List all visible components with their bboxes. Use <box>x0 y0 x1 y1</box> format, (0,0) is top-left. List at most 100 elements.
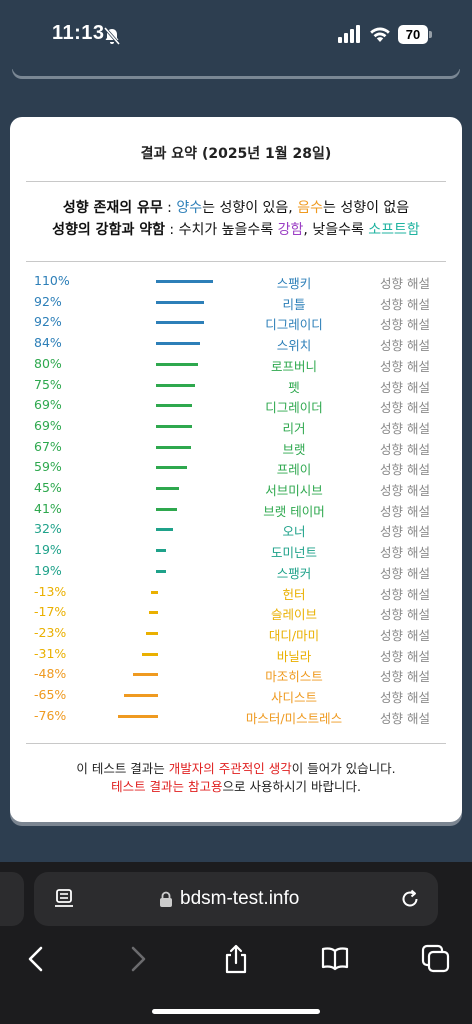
result-label-link[interactable]: 브랫 <box>282 441 306 457</box>
result-label-link[interactable]: 디그레이디 <box>265 317 323 333</box>
result-percent: 41% <box>34 500 62 516</box>
explanation-link[interactable]: 성향 해설 <box>380 627 430 643</box>
result-percent: -65% <box>34 687 67 702</box>
explanation-link[interactable]: 성향 해설 <box>380 338 430 354</box>
back-icon[interactable] <box>22 944 52 974</box>
result-row: 45% 서브미시브 성향 해설 <box>10 477 462 498</box>
explanation-link[interactable]: 성향 해설 <box>380 648 430 664</box>
result-label-link[interactable]: 스팽커 <box>276 565 312 581</box>
result-percent: -76% <box>34 707 67 723</box>
explanation-link[interactable]: 성향 해설 <box>380 669 430 685</box>
result-row: -31% 바닐라 성향 해설 <box>10 643 462 664</box>
result-label-link[interactable]: 디그레이더 <box>265 400 323 416</box>
result-row: 110% 스팽키 성향 해설 <box>10 270 462 291</box>
explanation-link[interactable]: 성향 해설 <box>380 276 430 291</box>
explanation-link[interactable]: 성향 해설 <box>380 379 430 395</box>
result-row: -65% 사디스트 성향 해설 <box>10 684 462 705</box>
cellular-signal-icon <box>338 25 360 43</box>
reload-icon[interactable] <box>399 888 421 910</box>
result-row: 92% 디그레이디 성향 해설 <box>10 311 462 332</box>
explanation-link[interactable]: 성향 해설 <box>380 586 430 602</box>
result-bar <box>141 652 158 656</box>
explanation-link[interactable]: 성향 해설 <box>380 462 430 478</box>
reader-mode-icon[interactable] <box>54 889 76 909</box>
tabs-icon[interactable] <box>421 944 451 974</box>
result-bar <box>156 549 166 553</box>
result-label-link[interactable]: 헌터 <box>282 586 306 602</box>
explanation-link[interactable]: 성향 해설 <box>380 400 430 416</box>
result-bar <box>156 362 198 366</box>
address-bar[interactable]: bdsm-test.info <box>34 872 438 926</box>
result-bar <box>156 487 180 490</box>
result-label-link[interactable]: 오너 <box>282 524 306 540</box>
explanation-link[interactable]: 성향 해설 <box>380 524 430 540</box>
result-bar <box>156 569 166 573</box>
result-bar <box>133 673 158 677</box>
result-label-link[interactable]: 마조히스트 <box>265 669 323 685</box>
result-label-link[interactable]: 로프버니 <box>270 358 317 374</box>
explanation-link[interactable]: 성향 해설 <box>380 358 430 374</box>
result-row: -48% 마조히스트 성향 해설 <box>10 663 462 684</box>
negative-word: 음수 <box>297 200 323 216</box>
explanation-link[interactable]: 성향 해설 <box>380 710 430 726</box>
result-bar <box>118 714 158 718</box>
result-percent: 84% <box>34 335 62 351</box>
explanation-link[interactable]: 성향 해설 <box>380 483 430 498</box>
result-label-link[interactable]: 리틀 <box>282 296 306 312</box>
result-percent: 75% <box>34 376 62 392</box>
lock-icon <box>160 891 172 907</box>
result-summary-card: 결과 요약 (2025년 1월 28일) 성향 존재의 유무 : 양수는 성향이… <box>10 117 462 822</box>
result-row: 69% 디그레이더 성향 해설 <box>10 394 462 415</box>
result-bar <box>149 611 158 615</box>
result-label-link[interactable]: 바닐라 <box>276 648 312 664</box>
explanation-link[interactable]: 성향 해설 <box>380 545 430 561</box>
result-percent: -48% <box>34 666 67 682</box>
explanation-link[interactable]: 성향 해설 <box>380 317 430 333</box>
result-percent: -13% <box>34 583 67 599</box>
explanation-link[interactable]: 성향 해설 <box>380 565 430 581</box>
battery-level: 70 <box>398 25 428 44</box>
result-label-link[interactable]: 브랫 테이머 <box>263 503 325 519</box>
result-row: -76% 마스터/미스트레스 성향 해설 <box>10 705 462 726</box>
result-bar <box>156 404 192 408</box>
explanation-link[interactable]: 성향 해설 <box>380 690 430 705</box>
result-label-link[interactable]: 마스터/미스트레스 <box>245 710 343 726</box>
result-percent: 19% <box>34 542 62 558</box>
status-time: 11:13 <box>52 22 105 44</box>
share-icon[interactable] <box>221 944 251 974</box>
result-row: 41% 브랫 테이머 성향 해설 <box>10 498 462 519</box>
result-label-link[interactable]: 스팽키 <box>276 276 312 291</box>
result-percent: 59% <box>34 459 62 475</box>
result-bar <box>151 590 158 594</box>
result-row: 67% 브랫 성향 해설 <box>10 436 462 457</box>
bookmarks-icon[interactable] <box>320 944 350 974</box>
result-label-link[interactable]: 리거 <box>282 420 306 436</box>
result-label-link[interactable]: 프레이 <box>276 462 312 478</box>
explanation-link[interactable]: 성향 해설 <box>380 420 430 436</box>
explanation-link[interactable]: 성향 해설 <box>380 441 430 457</box>
result-row: 84% 스위치 성향 해설 <box>10 332 462 353</box>
url-text[interactable]: bdsm-test.info <box>180 888 300 909</box>
explanation-link[interactable]: 성향 해설 <box>380 503 430 519</box>
result-row: 19% 도미넌트 성향 해설 <box>10 539 462 560</box>
result-label-link[interactable]: 펫 <box>288 379 300 395</box>
bell-muted-icon <box>103 27 121 45</box>
explanation-link[interactable]: 성향 해설 <box>380 296 430 312</box>
result-percent: 45% <box>34 480 62 495</box>
legend-existence-heading: 성향 존재의 유무 <box>62 200 163 216</box>
result-label-link[interactable]: 슬레이브 <box>270 607 317 623</box>
result-row: 80% 로프버니 성향 해설 <box>10 353 462 374</box>
result-label-link[interactable]: 도미넌트 <box>270 545 317 561</box>
explanation-link[interactable]: 성향 해설 <box>380 607 430 623</box>
divider <box>26 181 446 182</box>
previous-tab-pill[interactable] <box>0 872 24 926</box>
result-percent: 67% <box>34 438 62 454</box>
result-label-link[interactable]: 서브미시브 <box>265 483 323 498</box>
result-label-link[interactable]: 대디/마미 <box>268 627 320 643</box>
previous-card-edge <box>12 66 460 76</box>
result-percent: 69% <box>34 397 62 413</box>
result-label-link[interactable]: 스위치 <box>276 338 312 354</box>
result-label-link[interactable]: 사디스트 <box>270 690 317 705</box>
result-row: 69% 리거 성향 해설 <box>10 415 462 436</box>
forward-icon[interactable] <box>122 944 152 974</box>
